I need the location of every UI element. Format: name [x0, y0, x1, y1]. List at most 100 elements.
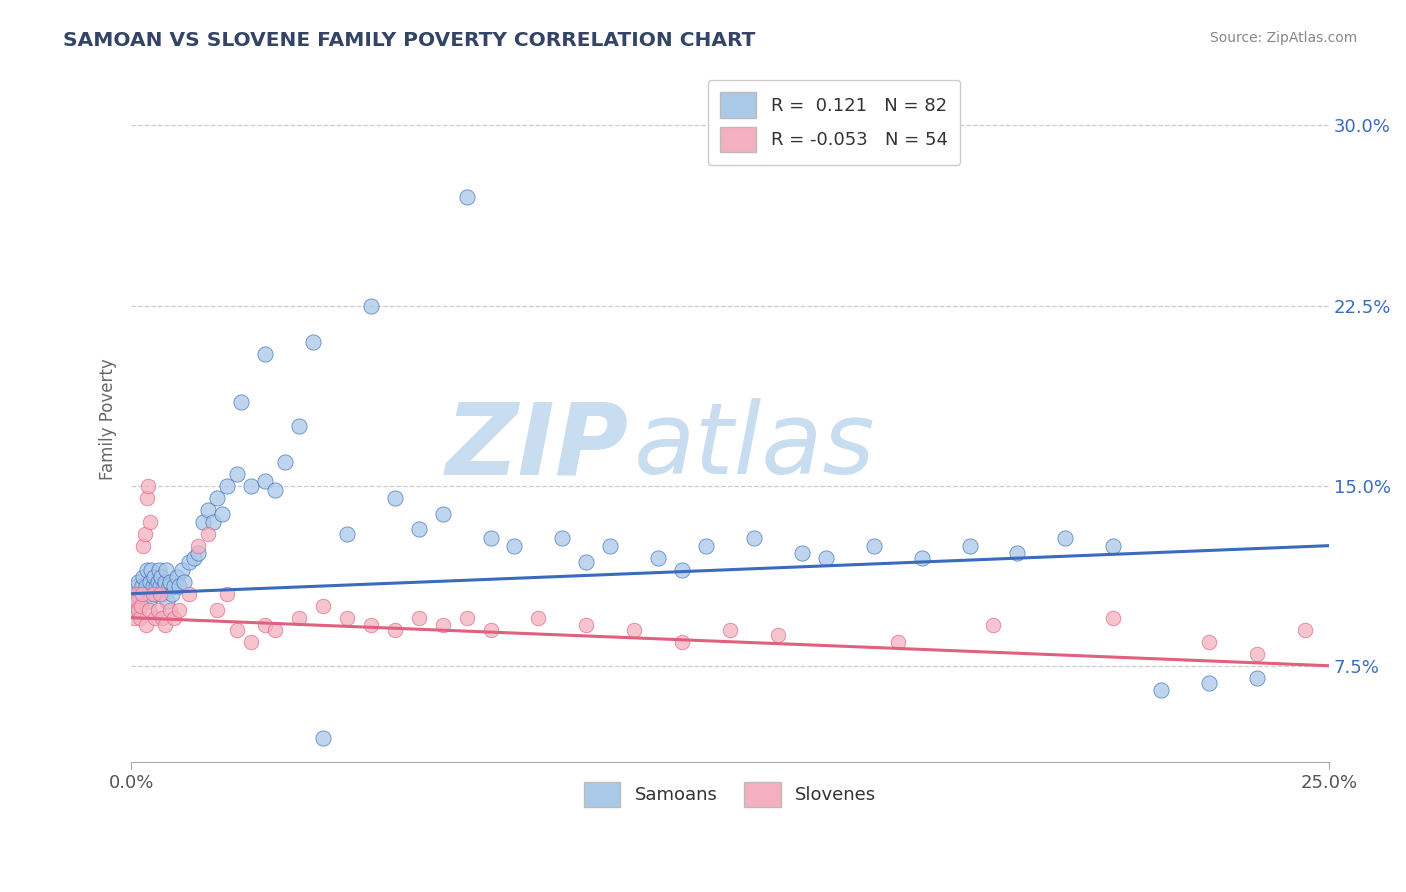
- Point: [254, 474, 277, 488]
- Point: [742, 532, 765, 546]
- Point: [187, 539, 209, 553]
- Point: [125, 594, 148, 608]
- Point: [149, 587, 172, 601]
- Text: atlas: atlas: [634, 399, 876, 495]
- Point: [153, 579, 176, 593]
- Point: [153, 618, 176, 632]
- Point: [503, 539, 526, 553]
- Point: [187, 546, 209, 560]
- Point: [163, 579, 186, 593]
- Point: [254, 618, 277, 632]
- Point: [177, 556, 200, 570]
- Point: [128, 587, 150, 601]
- Point: [215, 587, 238, 601]
- Point: [173, 574, 195, 589]
- Point: [384, 623, 406, 637]
- Point: [143, 587, 166, 601]
- Point: [599, 539, 621, 553]
- Point: [127, 603, 149, 617]
- Point: [1246, 671, 1268, 685]
- Point: [132, 570, 155, 584]
- Point: [910, 550, 932, 565]
- Point: [191, 515, 214, 529]
- Point: [312, 599, 335, 613]
- Point: [166, 570, 188, 584]
- Point: [288, 418, 311, 433]
- Point: [149, 570, 172, 584]
- Point: [160, 587, 183, 601]
- Point: [408, 610, 430, 624]
- Point: [207, 491, 229, 505]
- Point: [159, 603, 181, 617]
- Point: [479, 532, 502, 546]
- Point: [575, 618, 598, 632]
- Point: [959, 539, 981, 553]
- Y-axis label: Family Poverty: Family Poverty: [100, 359, 117, 481]
- Point: [124, 603, 146, 617]
- Point: [302, 334, 325, 349]
- Point: [1007, 546, 1029, 560]
- Point: [125, 603, 148, 617]
- Point: [1198, 675, 1220, 690]
- Point: [254, 346, 277, 360]
- Point: [135, 579, 157, 593]
- Point: [1102, 539, 1125, 553]
- Point: [167, 579, 190, 593]
- Point: [131, 579, 153, 593]
- Point: [360, 299, 382, 313]
- Point: [139, 574, 162, 589]
- Point: [647, 550, 669, 565]
- Point: [527, 610, 550, 624]
- Point: [159, 574, 181, 589]
- Point: [132, 539, 155, 553]
- Point: [157, 579, 180, 593]
- Point: [131, 587, 153, 601]
- Point: [288, 610, 311, 624]
- Point: [197, 526, 219, 541]
- Point: [718, 623, 741, 637]
- Point: [156, 594, 179, 608]
- Point: [240, 478, 263, 492]
- Point: [142, 587, 165, 601]
- Point: [167, 603, 190, 617]
- Point: [790, 546, 813, 560]
- Point: [170, 563, 193, 577]
- Point: [211, 508, 233, 522]
- Point: [231, 394, 253, 409]
- Point: [273, 455, 295, 469]
- Point: [134, 587, 156, 601]
- Point: [143, 610, 166, 624]
- Point: [134, 526, 156, 541]
- Point: [128, 610, 150, 624]
- Point: [240, 634, 263, 648]
- Point: [207, 603, 229, 617]
- Point: [336, 610, 359, 624]
- Point: [432, 618, 454, 632]
- Point: [148, 563, 170, 577]
- Point: [551, 532, 574, 546]
- Point: [360, 618, 382, 632]
- Point: [312, 731, 335, 745]
- Point: [671, 634, 693, 648]
- Text: ZIP: ZIP: [446, 399, 628, 495]
- Point: [456, 190, 478, 204]
- Point: [155, 563, 177, 577]
- Point: [138, 603, 160, 617]
- Text: SAMOAN VS SLOVENE FAMILY POVERTY CORRELATION CHART: SAMOAN VS SLOVENE FAMILY POVERTY CORRELA…: [63, 31, 755, 50]
- Point: [1054, 532, 1077, 546]
- Point: [766, 627, 789, 641]
- Point: [135, 491, 157, 505]
- Point: [432, 508, 454, 522]
- Point: [142, 579, 165, 593]
- Point: [1294, 623, 1316, 637]
- Point: [456, 610, 478, 624]
- Point: [145, 579, 167, 593]
- Point: [125, 587, 148, 601]
- Point: [177, 587, 200, 601]
- Point: [143, 570, 166, 584]
- Point: [153, 574, 176, 589]
- Point: [264, 483, 287, 498]
- Point: [135, 618, 157, 632]
- Point: [125, 579, 148, 593]
- Point: [1150, 682, 1173, 697]
